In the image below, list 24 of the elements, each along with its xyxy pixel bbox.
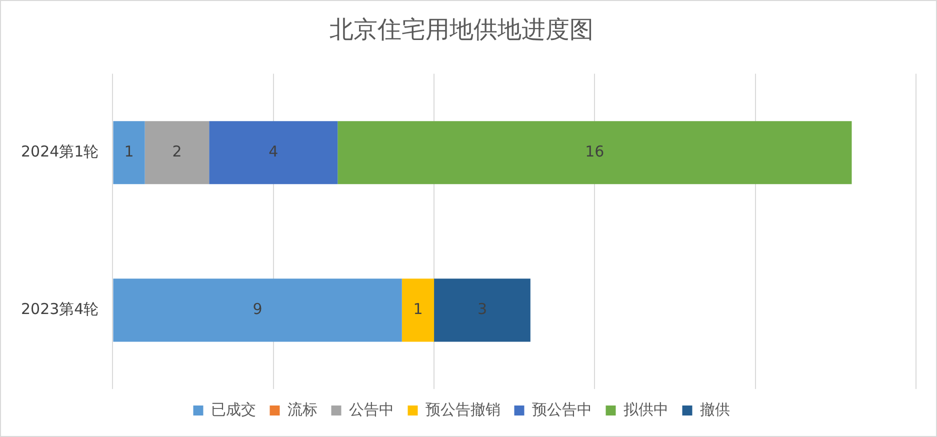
legend-label: 已成交 — [210, 400, 256, 418]
bar — [209, 121, 338, 184]
legend-label: 拟供中 — [623, 400, 668, 418]
data-label: 9 — [252, 300, 262, 318]
data-label: 1 — [124, 142, 134, 160]
bar — [144, 121, 210, 184]
legend-label: 流标 — [287, 400, 318, 418]
legend-label: 预公告撤销 — [425, 400, 500, 418]
legend-label: 撤供 — [700, 400, 730, 418]
bar — [338, 121, 852, 184]
data-label: 1 — [413, 300, 423, 318]
data-label: 16 — [585, 142, 604, 160]
bar — [113, 121, 145, 184]
data-label: 4 — [268, 142, 278, 160]
y-tick-label: 2024第1轮 — [21, 142, 99, 160]
legend-label: 预公告中 — [532, 400, 592, 418]
legend-label: 公告中 — [348, 400, 394, 418]
data-label: 3 — [477, 300, 487, 318]
bar — [402, 278, 434, 342]
bar — [434, 278, 530, 342]
y-tick-label: 2023第4轮 — [21, 300, 99, 318]
bar — [113, 278, 402, 342]
chart-title: 北京住宅用地供地进度图 — [330, 16, 594, 44]
data-label: 2 — [172, 142, 182, 160]
